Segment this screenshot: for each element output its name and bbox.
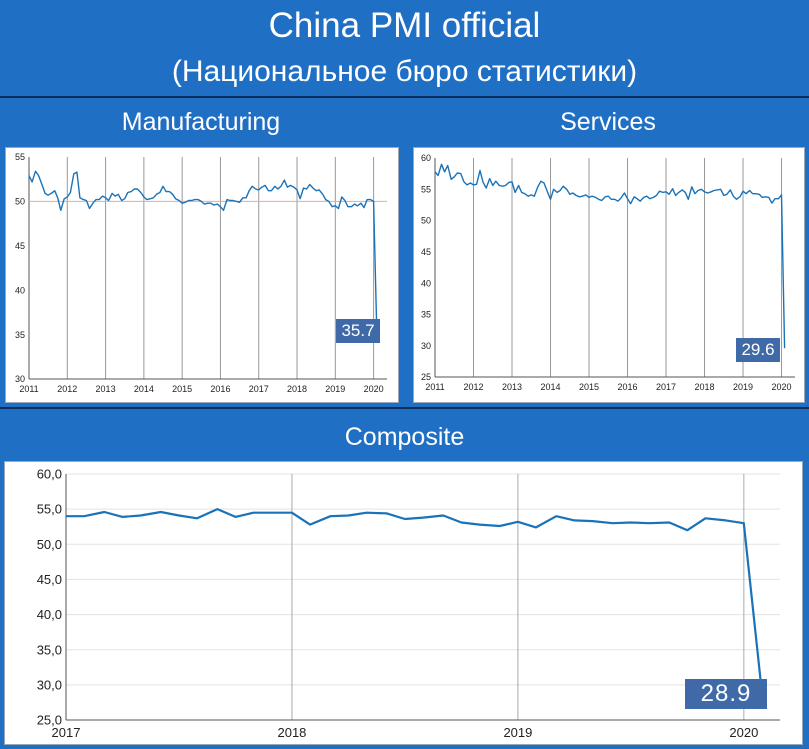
x-tick-label: 2017 [656,382,676,392]
y-tick-label: 30 [15,374,25,384]
y-tick-label: 35,0 [37,642,62,657]
y-tick-label: 50,0 [37,537,62,552]
y-tick-label: 25,0 [37,713,62,728]
x-tick-label: 2020 [364,384,384,394]
x-tick-label: 2019 [733,382,753,392]
composite-title: Composite [344,423,465,451]
x-tick-label: 2018 [695,382,715,392]
page-subtitle: (Национальное бюро статистики) [171,55,638,88]
y-tick-label: 45 [421,247,431,257]
y-tick-label: 55,0 [37,502,62,517]
x-tick-label: 2020 [772,382,792,392]
x-tick-label: 2018 [287,384,307,394]
y-tick-label: 40 [15,285,25,295]
title-banner: China PMI official (Национальное бюро ст… [0,0,809,96]
composite-chart: 25,0 30,0 35,0 40,0 45,0 50,0 55,0 60,0 2017 2018… [4,461,803,745]
y-tick-label: 45 [15,241,25,251]
x-tick-label: 2011 [19,384,38,394]
x-tick-label: 2020 [729,725,758,740]
manufacturing-plot: 30 35 40 45 50 55 2011 2012 2013 2014 2015 2016 2017… [15,152,387,394]
x-tick-label: 2017 [52,725,81,740]
x-tick-label: 2011 [425,382,444,392]
divider [0,407,809,409]
y-tick-label: 55 [15,152,25,162]
services-series-line [434,163,786,349]
y-tick-label: 55 [421,184,431,194]
manufacturing-series-line [28,170,378,329]
x-tick-label: 2015 [172,384,192,394]
x-tick-label: 2019 [503,725,532,740]
x-tick-label: 2013 [502,382,522,392]
services-chart: 25 30 35 40 45 50 55 60 2011 2012 2013 2014 2015 2016… [413,147,805,403]
y-tick-label: 50 [421,216,431,226]
divider [0,96,809,98]
y-tick-label: 40,0 [37,607,62,622]
manufacturing-title: Manufacturing [121,108,281,136]
x-tick-label: 2014 [540,382,560,392]
y-tick-label: 60,0 [37,467,62,482]
y-tick-label: 30 [421,341,431,351]
x-tick-label: 2012 [57,384,77,394]
x-tick-label: 2016 [617,382,637,392]
x-tick-label: 2014 [134,384,154,394]
y-tick-label: 40 [421,278,431,288]
x-tick-label: 2018 [277,725,306,740]
y-tick-label: 60 [421,153,431,163]
x-tick-label: 2016 [210,384,230,394]
composite-callout: 28.9 [685,679,767,709]
services-plot: 25 30 35 40 45 50 55 60 2011 2012 2013 2014 2015 2016… [421,153,795,392]
x-tick-label: 2012 [463,382,483,392]
manufacturing-chart: 30 35 40 45 50 55 2011 2012 2013 2014 2015 2016 2017… [5,147,399,403]
y-tick-label: 35 [15,330,25,340]
manufacturing-callout: 35.7 [336,319,380,343]
x-tick-label: 2017 [249,384,269,394]
x-tick-label: 2013 [96,384,116,394]
services-title: Services [560,108,656,136]
y-tick-label: 50 [15,197,25,207]
page-title: China PMI official [268,6,541,45]
x-tick-label: 2015 [579,382,599,392]
y-tick-label: 30,0 [37,677,62,692]
y-tick-label: 25 [421,372,431,382]
x-tick-label: 2019 [325,384,345,394]
y-tick-label: 35 [421,310,431,320]
composite-series-line [66,507,763,693]
services-callout: 29.6 [736,338,780,362]
y-tick-label: 45,0 [37,572,62,587]
composite-plot: 25,0 30,0 35,0 40,0 45,0 50,0 55,0 60,0 2017 2018… [37,467,780,740]
